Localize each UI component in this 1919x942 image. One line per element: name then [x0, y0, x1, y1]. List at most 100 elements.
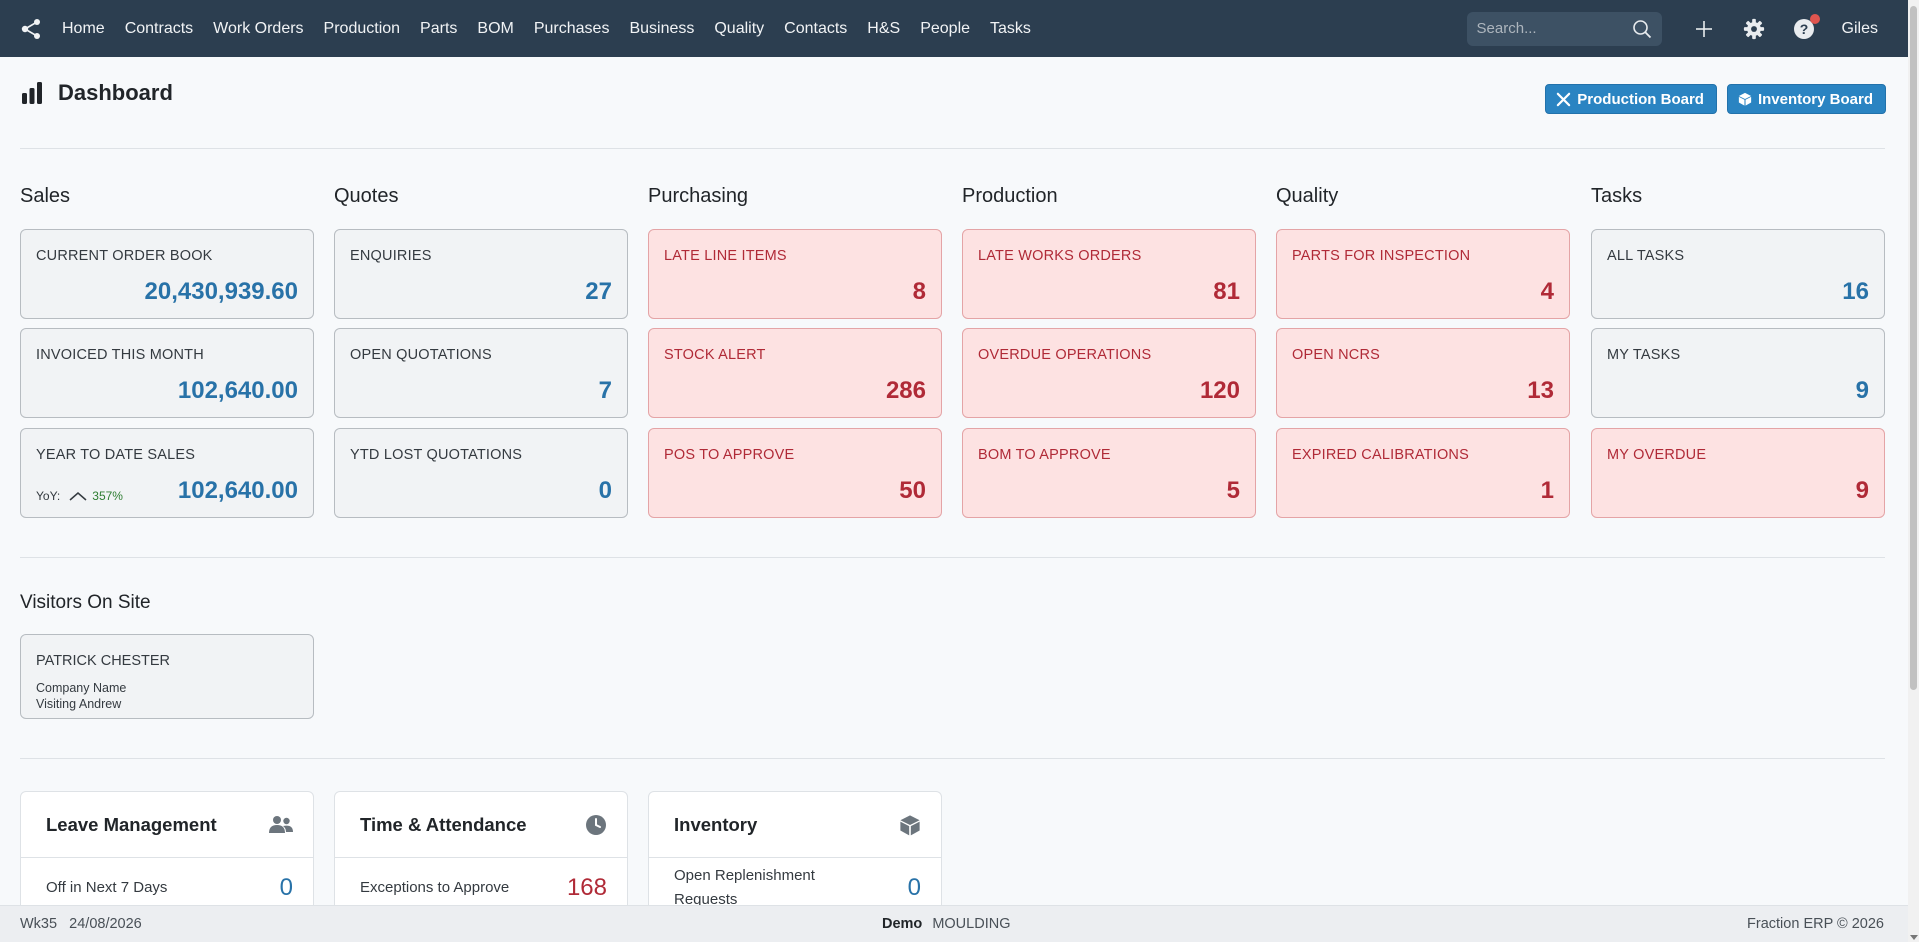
stat-card-current-order-book[interactable]: CURRENT ORDER BOOK 20,430,939.60 [20, 229, 314, 319]
stat-card-late-line-items[interactable]: LATE LINE ITEMS 8 [648, 229, 942, 319]
week-number: Wk35 [20, 916, 58, 932]
stat-card-ytd-lost-quotations[interactable]: YTD LOST QUOTATIONS 0 [334, 428, 628, 518]
panel-row[interactable]: Exceptions to Approve 168 [335, 858, 627, 918]
stat-card-my-tasks[interactable]: MY TASKS 9 [1591, 328, 1885, 418]
panel-row-value: 0 [279, 874, 293, 901]
stat-card-open-quotations[interactable]: OPEN QUOTATIONS 7 [334, 328, 628, 418]
visitors-title: Visitors On Site [20, 592, 151, 613]
inventory-board-button[interactable]: Inventory Board [1726, 84, 1886, 114]
production-board-label: Production Board [1577, 90, 1704, 108]
panel-row[interactable]: Off in Next 7 Days 0 [21, 858, 313, 918]
stat-label: CURRENT ORDER BOOK [36, 248, 213, 264]
help-icon[interactable]: ? [1792, 13, 1820, 41]
stat-value: 120 [1199, 377, 1240, 404]
stat-label: OPEN QUOTATIONS [350, 347, 492, 363]
panel-row[interactable]: Open Replenishment Requests 0 [649, 858, 941, 918]
scroll-down-arrow-icon[interactable] [1910, 935, 1918, 940]
inventory-board-label: Inventory Board [1757, 90, 1873, 108]
stat-card-bom-to-approve[interactable]: BOM TO APPROVE 5 [962, 428, 1256, 518]
stat-label: BOM TO APPROVE [978, 447, 1111, 463]
nav-bom[interactable]: BOM [477, 19, 514, 37]
stat-value: 8 [912, 278, 926, 305]
divider [20, 758, 1885, 759]
nav-work-orders[interactable]: Work Orders [213, 19, 304, 37]
gear-icon[interactable] [1742, 17, 1766, 41]
stat-label: ENQUIRIES [350, 248, 432, 264]
current-date: 24/08/2026 [69, 916, 142, 932]
users-icon[interactable] [269, 815, 293, 835]
yoy-value: 357% [92, 489, 123, 503]
panel-row-label: Exceptions to Approve [360, 879, 510, 896]
nav-tasks[interactable]: Tasks [990, 19, 1031, 37]
stat-label: OPEN NCRS [1292, 347, 1381, 363]
footer-environment: Demo MOULDING [882, 916, 1010, 932]
nav-purchases[interactable]: Purchases [533, 19, 610, 37]
stat-card-all-tasks[interactable]: ALL TASKS 16 [1591, 229, 1885, 319]
stat-card-overdue-operations[interactable]: OVERDUE OPERATIONS 120 [962, 328, 1256, 418]
stat-value: 81 [1213, 278, 1240, 305]
user-menu[interactable]: Giles [1841, 19, 1878, 37]
environment-name: Demo [882, 916, 923, 932]
panel-title: Leave Management [46, 813, 217, 835]
visitor-name: PATRICK CHESTER [36, 653, 171, 669]
nav-quality[interactable]: Quality [714, 19, 765, 37]
status-footer: Wk35 24/08/2026 Demo MOULDING Fraction E… [0, 905, 1908, 942]
copyright: Fraction ERP © 2026 [1747, 916, 1884, 932]
app-logo-icon[interactable] [20, 17, 44, 41]
search-box[interactable] [1466, 11, 1662, 46]
stat-label: POS TO APPROVE [664, 447, 795, 463]
stat-card-my-overdue[interactable]: MY OVERDUE 9 [1591, 428, 1885, 518]
stat-card-open-ncrs[interactable]: OPEN NCRS 13 [1276, 328, 1570, 418]
yoy-label: YoY: [36, 489, 61, 503]
section-title-quality: Quality [1276, 185, 1339, 207]
stat-label: MY OVERDUE [1607, 447, 1707, 463]
company-name: MOULDING [932, 916, 1011, 932]
nav-hs[interactable]: H&S [867, 19, 901, 37]
scrollbar-thumb[interactable] [1910, 6, 1917, 690]
stat-value: 102,640.00 [177, 377, 298, 404]
add-icon[interactable] [1692, 17, 1716, 41]
stat-label: MY TASKS [1607, 347, 1681, 363]
page-title: Dashboard [58, 80, 173, 105]
search-input[interactable] [1476, 20, 1617, 37]
stat-label: STOCK ALERT [664, 347, 766, 363]
nav-contacts[interactable]: Contacts [784, 19, 848, 37]
top-navbar: Home Contracts Work Orders Production Pa… [0, 0, 1908, 57]
search-icon[interactable] [1632, 19, 1652, 39]
stat-value: 27 [585, 278, 612, 305]
panel-header: Inventory [649, 792, 941, 858]
stat-card-year-to-date-sales[interactable]: YEAR TO DATE SALES YoY: 357% 102,640.00 [20, 428, 314, 518]
visitor-card[interactable]: PATRICK CHESTER Company Name Visiting An… [20, 634, 314, 719]
nav-people[interactable]: People [920, 19, 971, 37]
nav-business[interactable]: Business [629, 19, 695, 37]
section-title-tasks: Tasks [1591, 185, 1643, 207]
stat-card-late-works-orders[interactable]: LATE WORKS ORDERS 81 [962, 229, 1256, 319]
stat-card-enquiries[interactable]: ENQUIRIES 27 [334, 229, 628, 319]
stat-value: 50 [899, 477, 926, 504]
nav-contracts[interactable]: Contracts [124, 19, 194, 37]
nav-production[interactable]: Production [323, 19, 401, 37]
notification-dot [1809, 13, 1820, 24]
panel-row-value: 168 [566, 874, 607, 901]
stat-value: 286 [885, 377, 926, 404]
main-menu: Home Contracts Work Orders Production Pa… [62, 20, 1051, 38]
stat-value: 9 [1855, 477, 1869, 504]
panel-title: Inventory [674, 813, 758, 835]
stat-card-invoiced-this-month[interactable]: INVOICED THIS MONTH 102,640.00 [20, 328, 314, 418]
stat-card-parts-for-inspection[interactable]: PARTS FOR INSPECTION 4 [1276, 229, 1570, 319]
stat-card-stock-alert[interactable]: STOCK ALERT 286 [648, 328, 942, 418]
stat-value: 1 [1540, 477, 1554, 504]
stat-label: PARTS FOR INSPECTION [1292, 248, 1471, 264]
nav-parts[interactable]: Parts [420, 19, 458, 37]
trend-up-icon [69, 492, 87, 501]
stat-value: 102,640.00 [177, 477, 298, 504]
clock-icon[interactable] [585, 814, 607, 836]
stat-label: YEAR TO DATE SALES [36, 447, 196, 463]
production-board-button[interactable]: Production Board [1545, 84, 1717, 114]
box-icon[interactable] [899, 814, 921, 836]
stat-card-pos-to-approve[interactable]: POS TO APPROVE 50 [648, 428, 942, 518]
nav-home[interactable]: Home [62, 19, 105, 37]
stat-card-expired-calibrations[interactable]: EXPIRED CALIBRATIONS 1 [1276, 428, 1570, 518]
vertical-scrollbar[interactable] [1908, 0, 1919, 942]
stat-value: 4 [1540, 278, 1554, 305]
